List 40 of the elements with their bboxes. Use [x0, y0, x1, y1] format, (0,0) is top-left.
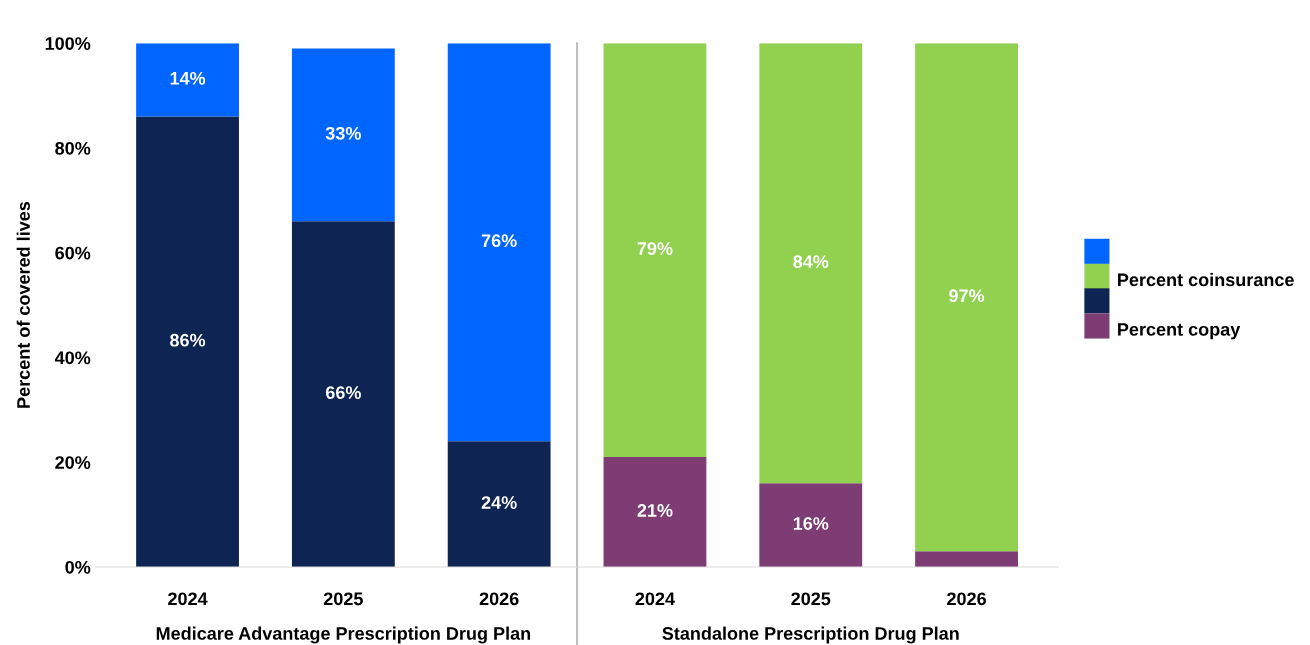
data-label: 66%	[325, 386, 361, 399]
y-axis-title: Percent of covered lives	[16, 201, 30, 408]
y-tick-label: 0%	[65, 560, 91, 574]
bar	[915, 43, 1018, 552]
y-tick-label: 40%	[54, 351, 91, 365]
bar	[603, 456, 707, 567]
y-tick-label: 60%	[55, 246, 91, 260]
bar	[291, 48, 395, 222]
data-label: 24%	[481, 496, 517, 509]
data-label: 21%	[637, 504, 673, 517]
bar	[447, 43, 551, 442]
x-tick-label: 2024	[168, 592, 208, 606]
legend-label: Percent copay	[1118, 323, 1241, 340]
legend-label: Percent coinsurance	[1118, 272, 1294, 287]
data-label: 79%	[637, 242, 673, 255]
bar	[759, 483, 863, 567]
bar	[291, 221, 395, 567]
text: Standalone Prescription Drug Plan	[662, 626, 959, 644]
x-tick-label: 2025	[791, 592, 831, 606]
x-tick-label: 2026	[479, 592, 519, 606]
y-tick-label: 100%	[45, 37, 91, 50]
data-label: 14%	[170, 71, 206, 85]
data-label: 16%	[793, 517, 829, 530]
data-label: 76%	[481, 234, 517, 248]
bar	[915, 551, 1018, 567]
y-tick-label: 20%	[55, 456, 91, 469]
bar	[759, 43, 863, 484]
data-label: 86%	[170, 333, 206, 347]
data-label: 33%	[325, 126, 361, 140]
bar	[603, 43, 707, 457]
x-tick-label: 2025	[323, 592, 363, 606]
x-tick-label: 2026	[947, 592, 986, 606]
bar	[447, 441, 551, 567]
text: Medicare Advantage Prescription Drug Plan	[156, 626, 531, 644]
y-tick-label: 80%	[55, 141, 91, 155]
bar	[136, 43, 239, 117]
x-tick-label: 2024	[635, 592, 675, 606]
data-label: 97%	[949, 289, 985, 303]
data-label: 84%	[793, 255, 829, 269]
bar	[136, 116, 239, 567]
